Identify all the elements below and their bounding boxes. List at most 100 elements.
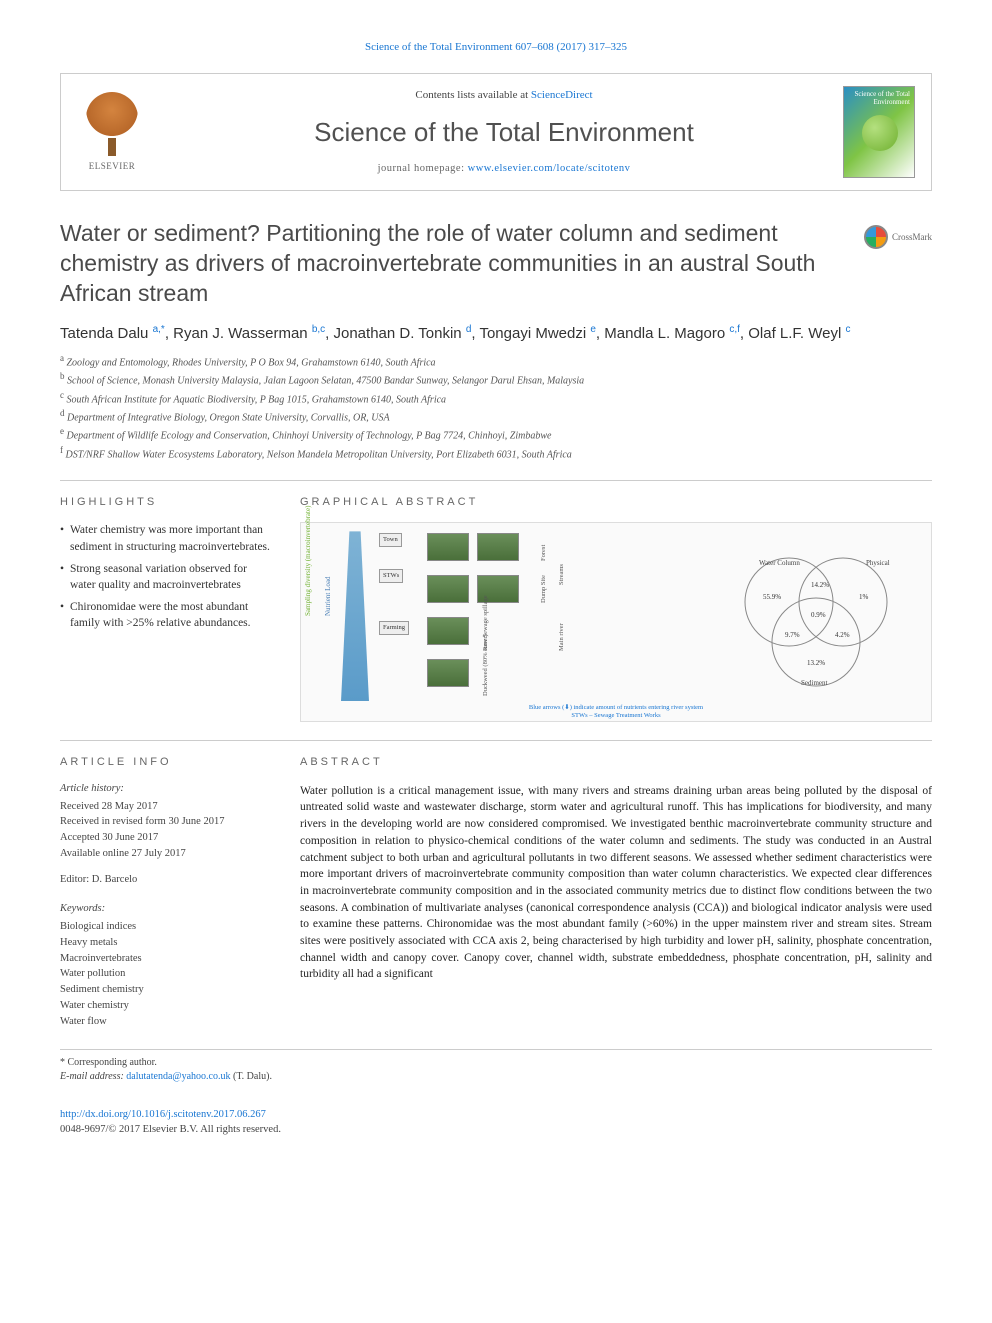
footer: http://dx.doi.org/10.1016/j.scitotenv.20… [60,1108,932,1137]
venn-val-ws: 9.7% [785,631,800,639]
keyword-item: Water flow [60,1014,270,1030]
crossmark-badge[interactable]: CrossMark [864,225,932,249]
history-line: Received 28 May 2017 [60,799,270,815]
ga-thumb-5 [477,533,519,561]
history-line: Received in revised form 30 June 2017 [60,814,270,830]
graphical-abstract-column: GRAPHICAL ABSTRACT Sampling diversity (m… [300,495,932,722]
top-volpages: 607–608 (2017) 317–325 [515,41,627,53]
ga-rlabel-forest: Forest [539,545,548,561]
affiliations: a Zoology and Entomology, Rhodes Univers… [60,352,932,462]
author-name: Jonathan D. Tonkin [334,325,462,342]
ga-mlabel-duckweed: Duckweed (80% cover) [481,635,490,697]
keyword-item: Sediment chemistry [60,982,270,998]
elsevier-logo[interactable]: ELSEVIER [77,92,147,172]
author-affil-sup: e [590,324,596,335]
journal-cover-thumbnail[interactable]: Science of the Total Environment [843,86,915,178]
contents-line: Contents lists available at ScienceDirec… [165,88,843,103]
keywords-lines: Biological indicesHeavy metalsMacroinver… [60,919,270,1029]
masthead-center: Contents lists available at ScienceDirec… [165,88,843,176]
keywords-label: Keywords: [60,901,270,917]
highlights-column: HIGHLIGHTS Water chemistry was more impo… [60,495,270,722]
venn-val-sediment: 13.2% [807,659,825,667]
crossmark-icon [864,225,888,249]
doi-link[interactable]: http://dx.doi.org/10.1016/j.scitotenv.20… [60,1109,266,1120]
ga-rlabel-dump: Dump Site [539,575,548,603]
email-label: E-mail address: [60,1071,124,1082]
article-header: CrossMark Water or sediment? Partitionin… [60,219,932,309]
homepage-prefix: journal homepage: [378,163,468,174]
corresponding-email-link[interactable]: dalutatenda@yahoo.co.uk [126,1071,230,1082]
ga-thumb-1 [427,533,469,561]
homepage-link[interactable]: www.elsevier.com/locate/scitotenv [468,163,631,174]
highlights-label: HIGHLIGHTS [60,495,270,510]
ga-river-shape [341,531,369,701]
abstract-column: ABSTRACT Water pollution is a critical m… [300,755,932,1029]
history-line: Available online 27 July 2017 [60,846,270,862]
keyword-item: Heavy metals [60,935,270,951]
ga-thumb-2 [427,575,469,603]
author-affil-sup: c,f [729,324,740,335]
keywords-block: Keywords: Biological indicesHeavy metals… [60,901,270,1029]
history-lines: Received 28 May 2017Received in revised … [60,799,270,862]
ga-box-stws: STWs [379,569,403,582]
ga-rlabel-streams: Streams [557,564,566,585]
journal-name: Science of the Total Environment [165,114,843,150]
venn-label-physical: Physical [866,559,890,567]
ga-box-town: Town [379,533,402,546]
affiliation-line: d Department of Integrative Biology, Ore… [60,407,932,425]
graphical-abstract-figure: Sampling diversity (macroinvertebrate) N… [300,522,932,722]
venn-label-water: Water Column [759,559,800,567]
top-citation-link[interactable]: Science of the Total Environment 607–608… [60,40,932,55]
author-affil-sup: b,c [312,324,325,335]
contents-prefix: Contents lists available at [415,89,530,101]
venn-label-sediment: Sediment [801,679,827,687]
editor-line: Editor: D. Barcelo [60,872,270,888]
venn-val-center: 0.9% [811,611,826,619]
copyright-line: 0048-9697/© 2017 Elsevier B.V. All right… [60,1123,932,1138]
sciencedirect-link[interactable]: ScienceDirect [531,89,593,101]
ga-yaxis-label: Sampling diversity (macroinvertebrate) [304,506,314,616]
authors-line: Tatenda Dalu a,*, Ryan J. Wasserman b,c,… [60,323,932,344]
elsevier-tree-icon [86,92,138,143]
affiliation-line: e Department of Wildlife Ecology and Con… [60,425,932,443]
ga-caption-1: Blue arrows (⬇) indicate amount of nutri… [301,704,931,712]
history-line: Accepted 30 June 2017 [60,830,270,846]
history-label: Article history: [60,781,270,797]
author-name: Mandla L. Magoro [604,325,725,342]
highlights-ga-row: HIGHLIGHTS Water chemistry was more impo… [60,495,932,722]
divider [60,740,932,741]
globe-icon [862,115,898,151]
keyword-item: Biological indices [60,919,270,935]
venn-val-water: 55.9% [763,593,781,601]
ga-thumb-4 [427,659,469,687]
author-name: Ryan J. Wasserman [173,325,307,342]
info-abstract-row: ARTICLE INFO Article history: Received 2… [60,755,932,1029]
affiliation-line: f DST/NRF Shallow Water Ecosystems Labor… [60,444,932,462]
highlights-list: Water chemistry was more important than … [60,522,270,631]
keyword-item: Macroinvertebrates [60,951,270,967]
keyword-item: Water pollution [60,966,270,982]
author-name: Olaf L.F. Weyl [748,325,841,342]
venn-svg: Water Column Physical Sediment 55.9% 1% … [711,547,921,687]
crossmark-label: CrossMark [892,231,932,244]
author-affil-sup: d [466,324,472,335]
venn-val-ps: 4.2% [835,631,850,639]
ga-box-farming: Farming [379,621,409,634]
ga-thumb-3 [427,617,469,645]
corresponding-label: * Corresponding author. [60,1056,932,1070]
ga-caption-2: STWs – Sewage Treatment Works [301,712,931,720]
article-info-block: Article history: Received 28 May 2017Rec… [60,781,270,1030]
highlight-item: Chironomidae were the most abundant fami… [60,599,270,631]
ga-nutrient-label: Nutrient Load [324,577,334,616]
affiliation-line: c South African Institute for Aquatic Bi… [60,389,932,407]
masthead: ELSEVIER Contents lists available at Sci… [60,73,932,191]
keyword-item: Water chemistry [60,998,270,1014]
elsevier-label: ELSEVIER [89,160,136,173]
author-name: Tongayi Mwedzi [479,325,586,342]
venn-val-wp: 14.2% [811,581,829,589]
author-affil-sup: a,* [153,324,165,335]
abstract-label: ABSTRACT [300,755,932,770]
ga-caption: Blue arrows (⬇) indicate amount of nutri… [301,704,931,720]
top-journal: Science of the Total Environment [365,41,513,53]
author-affil-sup: c [846,324,851,335]
